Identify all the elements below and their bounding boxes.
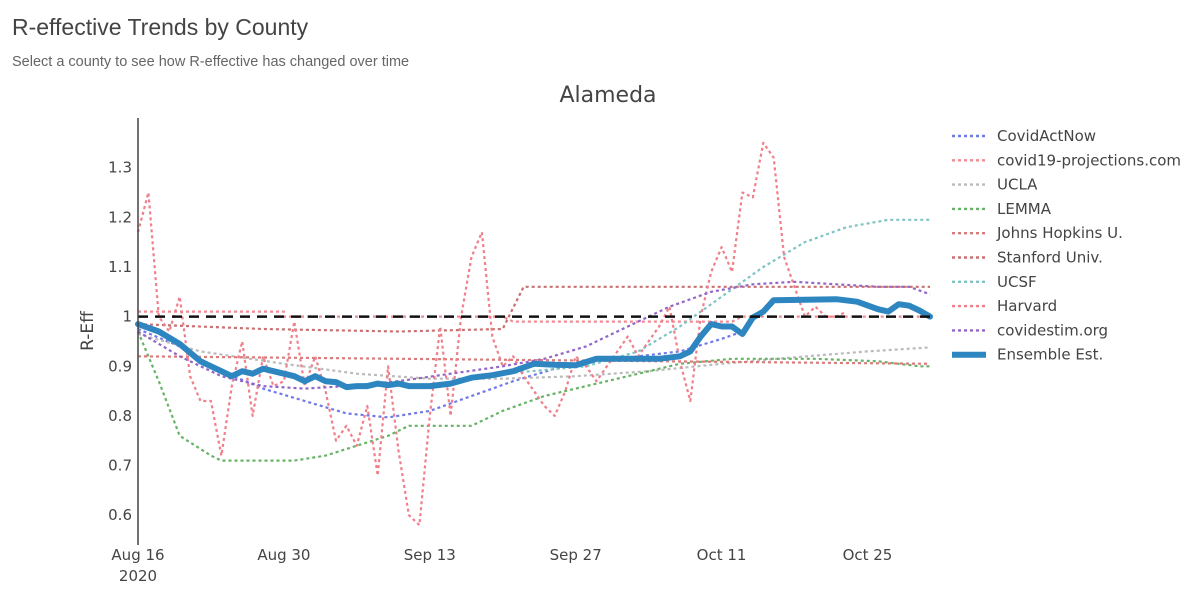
y-tick-label: 0.9 <box>108 357 132 375</box>
legend-label: UCSF <box>997 273 1037 291</box>
series-line-8 <box>137 280 931 390</box>
series-layer <box>135 141 933 527</box>
legend-item[interactable]: Johns Hopkins U. <box>952 224 1123 242</box>
y-tick-label: 0.6 <box>108 506 132 524</box>
legend-item[interactable]: Ensemble Est. <box>952 346 1103 364</box>
legend-item[interactable]: Harvard <box>952 297 1057 315</box>
x-tick-label: Oct 25 <box>843 546 893 564</box>
legend-label: LEMMA <box>997 200 1052 218</box>
page-subtitle: Select a county to see how R-effective h… <box>12 54 410 70</box>
y-tick-label: 1.1 <box>108 258 132 276</box>
legend-item[interactable]: covidestim.org <box>952 321 1108 339</box>
x-ticks: Aug 16 2020 Aug 30 Sep 13 Sep 27 Oct 11 Oct 25 <box>111 546 892 585</box>
y-ticks: 0.6 0.7 0.8 0.9 1 1.1 1.2 1.3 <box>108 159 132 525</box>
y-tick-label: 0.7 <box>108 457 132 475</box>
series-line-7 <box>136 141 848 527</box>
series-line-9 <box>135 296 933 391</box>
x-tick-sublabel: 2020 <box>119 567 157 585</box>
legend-item[interactable]: UCLA <box>952 176 1038 194</box>
chart-title: Alameda <box>559 83 656 108</box>
legend-label: covid19-projections.com <box>997 151 1181 169</box>
legend-item[interactable]: CovidActNow <box>952 127 1096 145</box>
series-line-2 <box>137 332 931 380</box>
series-line-1 <box>138 310 930 323</box>
legend[interactable]: CovidActNow covid19-projections.com UCLA LE… <box>952 127 1181 364</box>
legend-label: CovidActNow <box>997 127 1096 145</box>
y-axis-label: R-Eff <box>78 310 98 351</box>
y-tick-label: 1.2 <box>108 208 132 226</box>
legend-item[interactable]: covid19-projections.com <box>952 151 1181 169</box>
series-line-5 <box>137 285 930 333</box>
series-line-3 <box>136 331 930 462</box>
legend-item[interactable]: UCSF <box>952 273 1037 291</box>
page-title: R-effective Trends by County <box>12 14 309 40</box>
y-tick-label: 1.3 <box>108 159 132 177</box>
legend-item[interactable]: LEMMA <box>952 200 1052 218</box>
x-tick-label: Aug 30 <box>257 546 310 564</box>
series-line-0 <box>137 327 743 419</box>
x-tick-label: Oct 11 <box>697 546 747 564</box>
legend-label: covidestim.org <box>997 321 1108 339</box>
legend-label: Johns Hopkins U. <box>996 224 1123 242</box>
y-tick-label: 0.8 <box>108 407 132 425</box>
legend-label: Stanford Univ. <box>997 249 1103 267</box>
x-tick-label: Sep 13 <box>404 546 456 564</box>
x-tick-label: Sep 27 <box>550 546 602 564</box>
legend-label: Ensemble Est. <box>997 346 1103 364</box>
x-tick-label: Aug 16 <box>111 546 164 564</box>
y-tick-label: 1 <box>122 308 132 326</box>
legend-item[interactable]: Stanford Univ. <box>952 249 1103 267</box>
legend-label: Harvard <box>997 297 1057 315</box>
legend-label: UCLA <box>997 176 1038 194</box>
